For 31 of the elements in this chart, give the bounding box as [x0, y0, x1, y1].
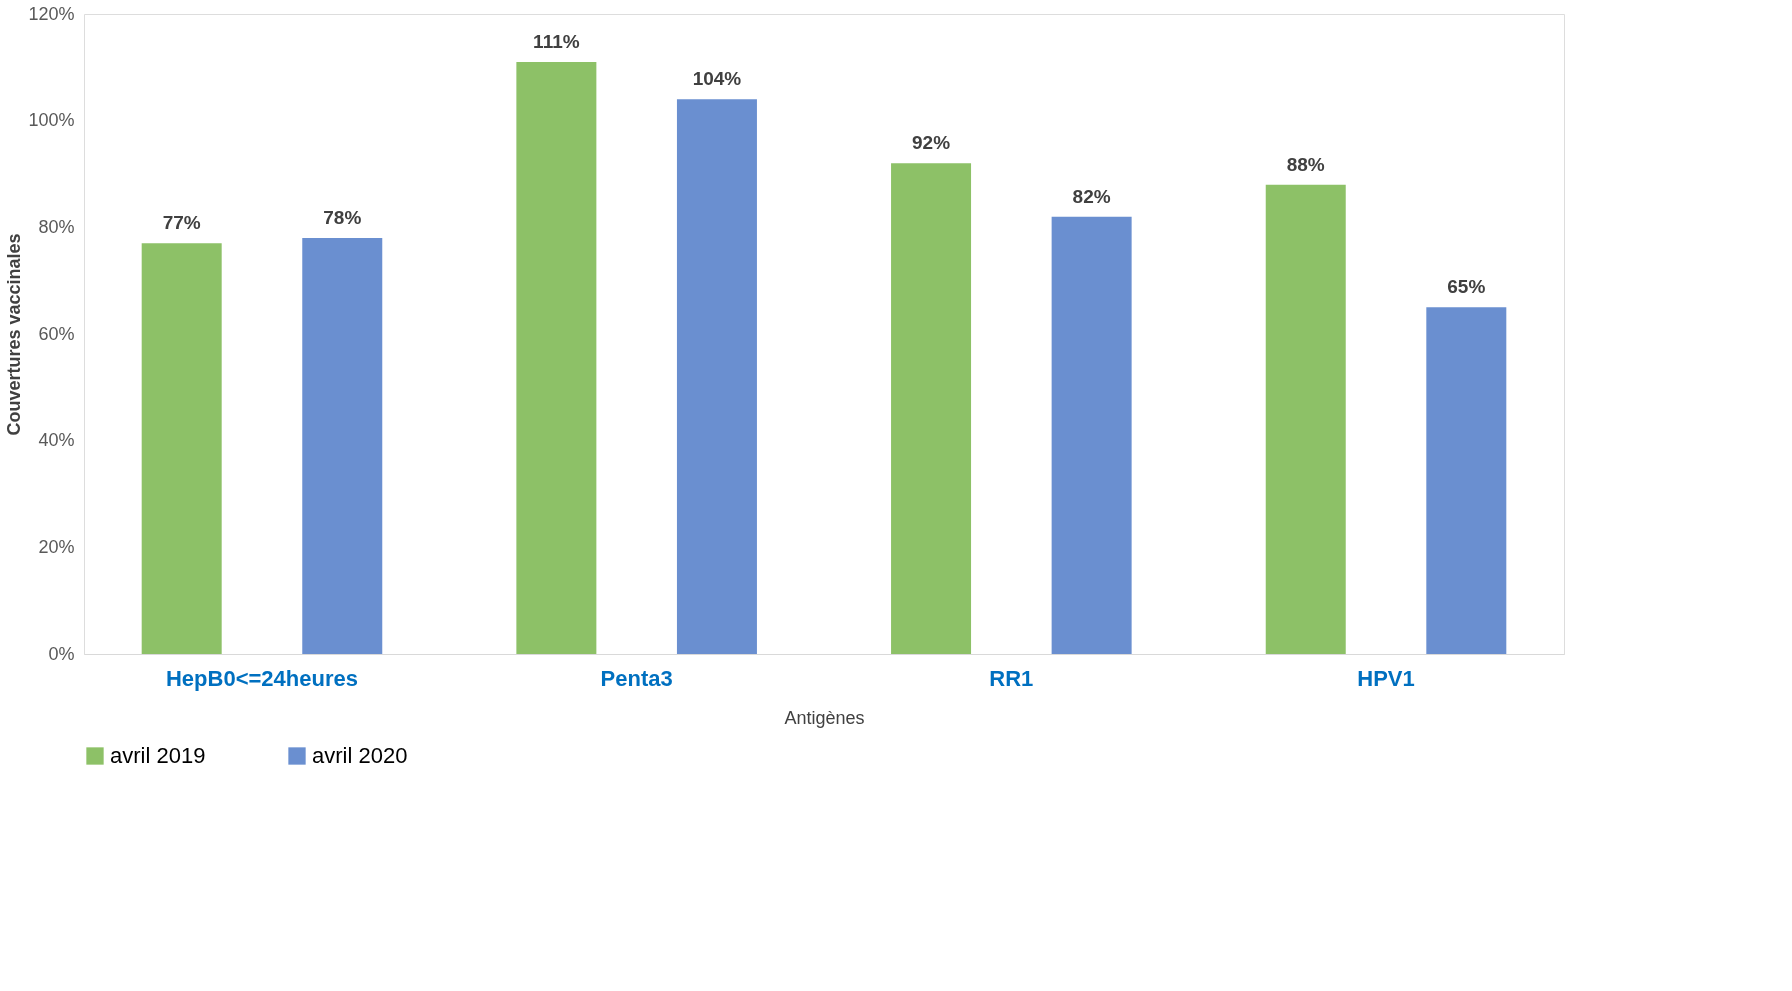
bar	[676, 99, 757, 654]
bar	[516, 62, 597, 654]
data-label: 111%	[533, 31, 580, 52]
x-tick-label: RR1	[989, 665, 1034, 691]
y-tick-label: 40%	[38, 430, 75, 451]
y-tick-label: 120%	[28, 3, 75, 24]
data-label: 104%	[692, 68, 742, 90]
bar	[1426, 307, 1507, 654]
y-axis-title: Couvertures vaccinales	[4, 233, 25, 436]
bar	[141, 243, 222, 654]
y-tick-label: 0%	[48, 643, 75, 664]
data-label: 88%	[1286, 153, 1325, 175]
data-label: 65%	[1447, 276, 1486, 298]
y-tick-label: 60%	[38, 323, 75, 344]
x-tick-label: HPV1	[1357, 665, 1415, 691]
data-label: 78%	[323, 207, 362, 228]
x-tick-label: HepB0<=24heures	[165, 665, 358, 691]
data-label: 82%	[1072, 185, 1111, 207]
data-label: 77%	[162, 212, 201, 234]
x-tick-label: Penta3	[600, 665, 673, 691]
legend-label: avril 2019	[110, 743, 206, 768]
legend-label: avril 2020	[312, 743, 408, 768]
data-label: 92%	[912, 132, 951, 154]
bar	[891, 163, 972, 654]
x-axis-title: Antigènes	[784, 707, 865, 728]
y-tick-label: 100%	[28, 110, 75, 131]
y-tick-label: 20%	[38, 536, 75, 557]
y-tick-label: 80%	[38, 216, 75, 237]
bar	[1265, 184, 1346, 654]
bar	[302, 238, 383, 654]
bar	[1051, 216, 1132, 654]
